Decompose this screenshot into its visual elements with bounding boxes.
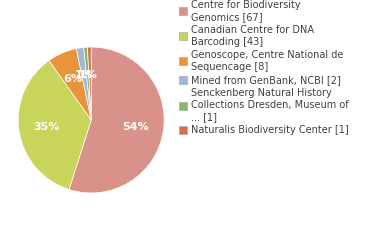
Legend: Centre for Biodiversity
Genomics [67], Canadian Centre for DNA
Barcoding [43], G: Centre for Biodiversity Genomics [67], C… xyxy=(179,0,349,135)
Wedge shape xyxy=(84,47,91,120)
Text: 54%: 54% xyxy=(123,122,149,132)
Text: 1%: 1% xyxy=(75,70,94,80)
Wedge shape xyxy=(49,48,91,120)
Wedge shape xyxy=(87,47,91,120)
Wedge shape xyxy=(18,60,91,190)
Text: 1%: 1% xyxy=(78,70,97,80)
Wedge shape xyxy=(69,47,164,193)
Wedge shape xyxy=(76,48,91,120)
Text: 6%: 6% xyxy=(63,73,82,84)
Text: 35%: 35% xyxy=(33,122,60,132)
